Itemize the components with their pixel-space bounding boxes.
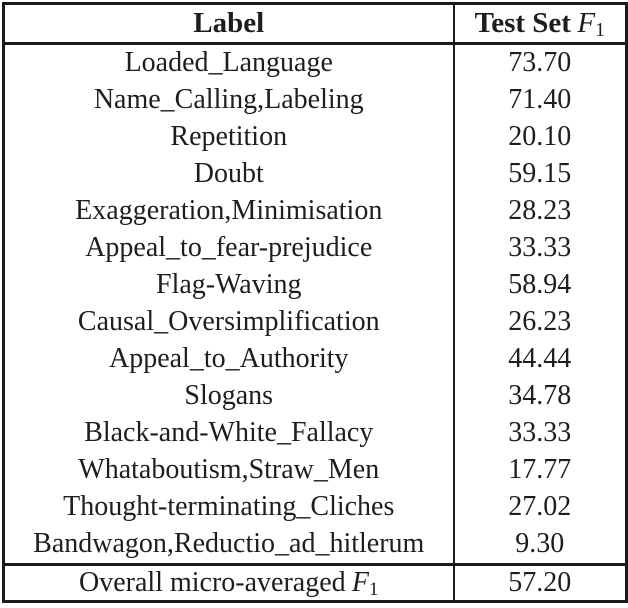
score-cell: 9.30 xyxy=(452,525,627,565)
table-row: Black-and-White_Fallacy 33.33 xyxy=(4,414,627,452)
score-column-header: Test Set F1 xyxy=(452,3,627,45)
score-cell: 44.44 xyxy=(452,340,627,378)
score-cell: 28.23 xyxy=(452,193,627,231)
header-row: Label Test Set F1 xyxy=(3,3,627,45)
score-cell: 59.15 xyxy=(452,156,627,194)
label-cell: Whataboutism,Straw_Men xyxy=(78,453,380,485)
overall-score-cell: 57.20 xyxy=(452,563,627,602)
table-row: Doubt 59.15 xyxy=(4,156,627,194)
label-cell: Causal_Oversimplification xyxy=(77,306,380,338)
footer-row: Overall micro-averaged F1 57.20 xyxy=(3,563,627,602)
score-cell: 33.33 xyxy=(452,230,627,268)
score-cell: 33.33 xyxy=(452,414,627,452)
label-cell: Black-and-White_Fallacy xyxy=(84,416,374,448)
table-row: Flag-Waving 58.94 xyxy=(4,267,627,304)
score-cell: 73.70 xyxy=(452,43,627,83)
table-row: Thought-terminating_Cliches 27.02 xyxy=(4,488,627,526)
f-subscript: 1 xyxy=(595,18,605,41)
score-cell: 71.40 xyxy=(452,82,627,120)
score-cell: 34.78 xyxy=(452,377,627,415)
label-cell: Appeal_to_fear-prejudice xyxy=(85,232,373,264)
overall-label-cell: Overall micro-averaged F1 xyxy=(3,563,454,602)
table-body: Loaded_Language 73.70 Name_Calling,Label… xyxy=(4,43,627,565)
f-symbol: F xyxy=(351,566,369,598)
score-cell: 17.77 xyxy=(452,451,627,489)
table-row: Name_Calling,Labeling 71.40 xyxy=(4,82,627,120)
f-subscript: 1 xyxy=(368,578,379,600)
table-row: Appeal_to_Authority 44.44 xyxy=(4,340,627,378)
table-row: Repetition 20.10 xyxy=(4,119,627,157)
score-cell: 20.10 xyxy=(452,119,627,157)
score-header-text: Test Set xyxy=(474,6,571,39)
table-header: Label Test Set F1 xyxy=(3,3,627,45)
score-cell: 27.02 xyxy=(452,488,627,526)
score-cell: 58.94 xyxy=(452,267,627,304)
label-cell: Doubt xyxy=(193,158,264,190)
label-cell: Repetition xyxy=(170,121,288,153)
table-row: Causal_Oversimplification 26.23 xyxy=(4,303,627,341)
label-cell: Slogans xyxy=(184,379,274,411)
table-row: Slogans 34.78 xyxy=(4,377,627,415)
table-row: Bandwagon,Reductio_ad_hitlerum 9.30 xyxy=(4,525,627,565)
label-cell: Appeal_to_Authority xyxy=(108,343,349,374)
label-cell: Thought-terminating_Cliches xyxy=(63,490,395,522)
table-row: Loaded_Language 73.70 xyxy=(4,43,627,83)
overall-label-text: Overall micro-averaged xyxy=(79,566,346,598)
table-row: Whataboutism,Straw_Men 17.77 xyxy=(4,451,627,489)
table-row: Appeal_to_fear-prejudice 33.33 xyxy=(4,230,627,268)
label-cell: Loaded_Language xyxy=(124,47,333,79)
table-row: Exaggeration,Minimisation 28.23 xyxy=(4,193,627,231)
f-symbol: F xyxy=(577,6,596,39)
table-footer: Overall micro-averaged F1 57.20 xyxy=(3,563,627,602)
label-column-header: Label xyxy=(3,3,454,45)
score-cell: 26.23 xyxy=(452,303,627,341)
label-cell: Exaggeration,Minimisation xyxy=(75,195,383,227)
label-cell: Name_Calling,Labeling xyxy=(93,84,364,116)
label-cell: Flag-Waving xyxy=(156,269,302,301)
label-cell: Bandwagon,Reductio_ad_hitlerum xyxy=(33,527,425,559)
